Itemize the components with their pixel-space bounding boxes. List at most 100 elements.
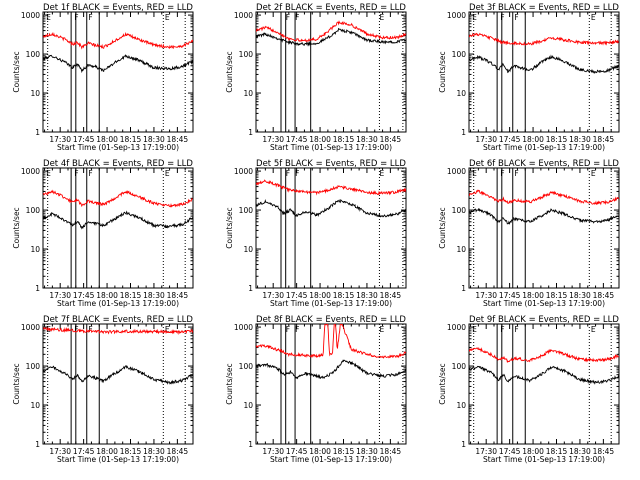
y-tick-label: 1: [248, 440, 253, 449]
events-series-line: [469, 56, 619, 73]
lld-series-line: [256, 22, 406, 42]
marker-label: F: [88, 13, 92, 22]
marker-label: F: [500, 325, 504, 334]
y-tick-label: 10: [30, 401, 40, 410]
plot-frame: [469, 168, 619, 288]
detector-panel-2: Det 2f BLACK = Events, RED = LLD11010010…: [225, 3, 406, 152]
detector-panel-4: Det 4f BLACK = Events, RED = LLD11010010…: [12, 159, 193, 308]
y-tick-label: 10: [456, 245, 466, 254]
events-series-line: [256, 360, 406, 378]
marker-label: E: [165, 13, 170, 22]
y-tick-label: 100: [239, 362, 254, 371]
y-axis-label: Counts/sec: [225, 207, 234, 248]
events-series-line: [469, 208, 619, 224]
detector-panel-7: Det 7f BLACK = Events, RED = LLD11010010…: [12, 315, 193, 464]
y-tick-label: 1: [461, 440, 466, 449]
detector-panel-8: Det 8f BLACK = Events, RED = LLD11010010…: [225, 315, 406, 464]
plot-frame: [43, 324, 193, 444]
y-tick-label: 100: [26, 362, 41, 371]
events-series-line: [43, 55, 193, 71]
y-tick-label: 100: [452, 362, 467, 371]
y-tick-label: 1: [248, 128, 253, 137]
plot-frame: [256, 324, 406, 444]
lld-series-line: [256, 180, 406, 194]
y-tick-label: 10: [456, 89, 466, 98]
marker-label: F: [295, 169, 299, 178]
marker-label: E: [46, 169, 51, 178]
detector-panel-3: Det 3f BLACK = Events, RED = LLD11010010…: [438, 3, 619, 152]
y-tick-label: 1000: [447, 11, 466, 20]
marker-label: E: [379, 169, 384, 178]
marker-label: F: [514, 13, 518, 22]
y-tick-label: 100: [452, 206, 467, 215]
marker-label: E: [165, 169, 170, 178]
marker-label: E: [379, 325, 384, 334]
marker-label: F: [286, 13, 290, 22]
marker-label: F: [286, 325, 290, 334]
y-tick-label: 100: [239, 50, 254, 59]
x-axis-label: Start Time (01-Sep-13 17:19:00): [57, 299, 179, 308]
marker-label: F: [88, 169, 92, 178]
y-tick-label: 10: [456, 401, 466, 410]
y-axis-label: Counts/sec: [225, 51, 234, 92]
events-series-line: [43, 366, 193, 384]
events-series-line: [469, 366, 619, 383]
y-tick-label: 1000: [234, 11, 253, 20]
y-tick-label: 1: [248, 284, 253, 293]
marker-label: E: [591, 13, 596, 22]
marker-label: F: [286, 169, 290, 178]
marker-label: F: [74, 13, 78, 22]
x-axis-label: Start Time (01-Sep-13 17:19:00): [270, 299, 392, 308]
lld-series-line: [43, 191, 193, 207]
lld-series-line: [469, 348, 619, 362]
marker-label: E: [472, 169, 477, 178]
marker-label: F: [500, 169, 504, 178]
y-tick-label: 10: [243, 89, 253, 98]
y-tick-label: 1: [35, 128, 40, 137]
lld-series-line: [43, 34, 193, 49]
y-tick-label: 10: [30, 89, 40, 98]
y-tick-label: 100: [239, 206, 254, 215]
y-axis-label: Counts/sec: [438, 207, 447, 248]
y-tick-label: 1000: [21, 323, 40, 332]
marker-label: F: [514, 169, 518, 178]
y-axis-label: Counts/sec: [12, 363, 21, 404]
marker-label: F: [514, 325, 518, 334]
x-axis-label: Start Time (01-Sep-13 17:19:00): [57, 143, 179, 152]
detector-grid-figure: Det 1f BLACK = Events, RED = LLD11010010…: [0, 0, 640, 480]
lld-series-line: [469, 34, 619, 46]
events-series-line: [256, 200, 406, 217]
marker-label: E: [472, 13, 477, 22]
y-tick-label: 10: [30, 245, 40, 254]
plot-frame: [256, 12, 406, 132]
y-axis-label: Counts/sec: [12, 207, 21, 248]
marker-label: F: [295, 13, 299, 22]
y-tick-label: 1000: [21, 11, 40, 20]
y-axis-label: Counts/sec: [438, 51, 447, 92]
plot-frame: [469, 324, 619, 444]
plot-frame: [43, 168, 193, 288]
marker-label: E: [379, 13, 384, 22]
marker-label: E: [591, 325, 596, 334]
y-tick-label: 10: [243, 401, 253, 410]
y-tick-label: 1: [461, 128, 466, 137]
y-axis-label: Counts/sec: [225, 363, 234, 404]
x-axis-label: Start Time (01-Sep-13 17:19:00): [483, 143, 605, 152]
marker-label: F: [74, 169, 78, 178]
y-tick-label: 1: [35, 440, 40, 449]
y-tick-label: 100: [452, 50, 467, 59]
detector-panel-6: Det 6f BLACK = Events, RED = LLD 1 10 100 10…: [438, 159, 619, 308]
y-tick-label: 100: [26, 50, 41, 59]
y-axis-label: Counts/sec: [12, 51, 21, 92]
x-axis-label: Start Time (01-Sep-13 17:19:00): [483, 299, 605, 308]
detector-panel-1: Det 1f BLACK = Events, RED = LLD 1 10 100 10…: [12, 3, 193, 152]
y-tick-label: 1: [461, 284, 466, 293]
y-axis-label: Counts/sec: [438, 363, 447, 404]
events-series-line: [43, 212, 193, 229]
marker-label: F: [295, 325, 299, 334]
y-tick-label: 1000: [447, 323, 466, 332]
y-tick-label: 1000: [234, 167, 253, 176]
lld-series-line: [43, 328, 193, 334]
marker-label: F: [500, 13, 504, 22]
y-tick-label: 1000: [234, 323, 253, 332]
